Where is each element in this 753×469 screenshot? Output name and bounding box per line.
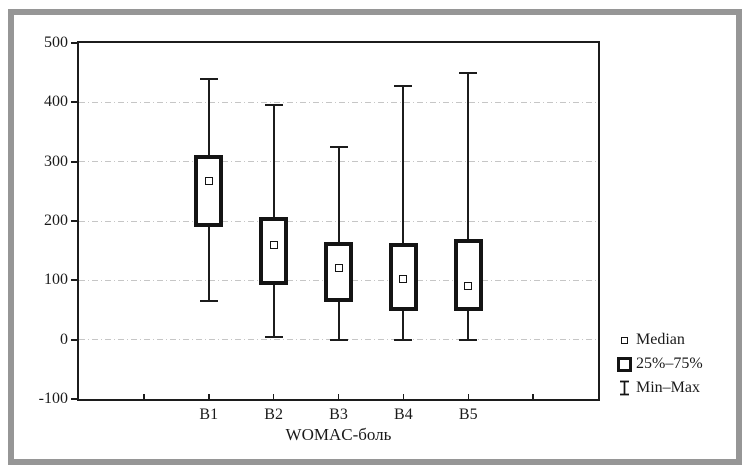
x-category-label: B4 [394,406,413,423]
x-axis-tick [402,394,405,399]
x-axis-tick [337,394,340,399]
median-square-icon [620,336,628,344]
y-axis-tick [71,338,77,341]
plot-area [77,41,600,401]
whisker-cap-min [264,335,283,338]
x-axis-title: WOMAC-боль [285,425,392,444]
legend: Median 25%–75% Min–Max [612,328,703,400]
whisker-cap-min [199,300,218,303]
iqr-box [259,217,289,286]
y-tick-label: 0 [60,330,68,348]
whisker-cap-min [394,338,413,341]
y-axis-tick [71,42,77,44]
y-axis-tick [71,220,77,222]
y-tick-label: 100 [44,271,68,289]
gridline [79,101,598,103]
x-category-label: B3 [329,406,348,423]
y-tick-label: -100 [38,390,68,407]
legend-row-iqr: 25%–75% [612,352,703,376]
legend-row-minmax: Min–Max [612,376,703,400]
x-category-label: B1 [199,406,219,423]
y-tick-label: 400 [44,93,68,111]
legend-label-median: Median [636,331,685,348]
y-tick-label: 200 [44,212,68,229]
whisker-cap-max [394,84,413,87]
y-axis-tick [71,279,77,282]
whisker-cap-max [459,71,478,74]
x-axis-tick [208,394,210,399]
whisker-line [467,72,470,340]
median-marker [204,176,213,185]
x-category-label: B2 [264,406,283,423]
whisker-cap-max [264,104,283,107]
y-axis-tick [71,101,77,104]
y-tick-label: 500 [44,34,68,51]
x-axis-tick [272,394,275,399]
whisker-cap-max [199,77,218,80]
y-axis-tick [71,160,77,163]
iqr-box [194,154,224,227]
x-category-label: B5 [458,406,478,423]
median-marker [464,281,473,290]
x-axis-tick [467,394,469,399]
y-axis-tick [71,398,77,400]
whisker-cap-min [459,338,478,341]
median-marker [399,274,408,283]
min-max-whisker-icon [619,380,629,396]
legend-row-median: Median [612,328,703,352]
iqr-box [453,238,483,312]
whisker-cap-max [329,146,348,149]
median-marker [334,264,343,273]
median-marker [269,240,278,249]
whisker-line [402,85,405,340]
iqr-box [324,241,353,303]
x-axis-tick [143,394,145,399]
whisker-cap-min [329,338,348,341]
iqr-box-icon [616,356,632,372]
x-axis-tick [532,394,534,399]
y-tick-label: 300 [44,152,68,170]
legend-label-minmax: Min–Max [636,379,700,396]
legend-label-iqr: 25%–75% [636,355,703,372]
